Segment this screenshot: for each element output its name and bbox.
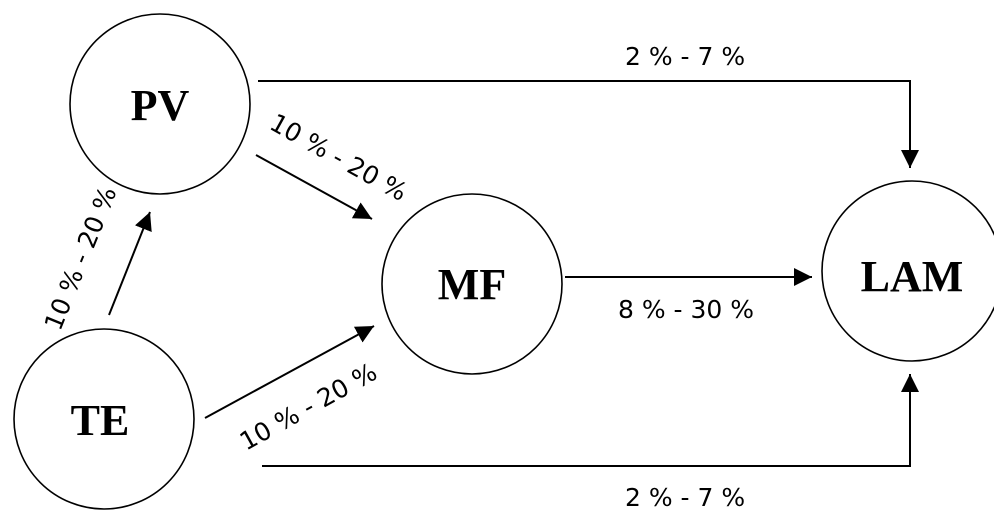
node-mf-circle: [381, 193, 563, 375]
node-pv-label: PV: [131, 81, 190, 130]
edge-label-te-mf: 10 % - 20 %: [235, 357, 382, 456]
node-mf-label: MF: [438, 260, 506, 309]
edge-label-pv-mf: 10 % - 20 %: [265, 108, 412, 207]
node-mf: MF: [381, 193, 563, 375]
node-pv: PV: [69, 13, 251, 195]
edges-group: [108, 80, 919, 467]
edge-te-to-pv: [108, 211, 152, 316]
edge-label-pv-lam: 2 % - 7 %: [625, 42, 745, 71]
edge-label-mf-lam: 8 % - 30 %: [618, 295, 754, 324]
edge-pv-to-lam: [258, 80, 919, 168]
node-lam-circle: [821, 180, 994, 362]
node-te: TE: [13, 328, 195, 510]
edge-pv-to-mf: [255, 154, 373, 220]
node-te-label: TE: [71, 396, 130, 445]
node-pv-circle: [69, 13, 251, 195]
node-lam: LAM: [821, 180, 994, 362]
node-lam-label: LAM: [861, 252, 964, 301]
edge-te-to-lam: [262, 374, 919, 467]
edge-label-te-lam: 2 % - 7 %: [625, 483, 745, 512]
node-te-circle: [13, 328, 195, 510]
edge-te-to-mf: [204, 325, 375, 419]
